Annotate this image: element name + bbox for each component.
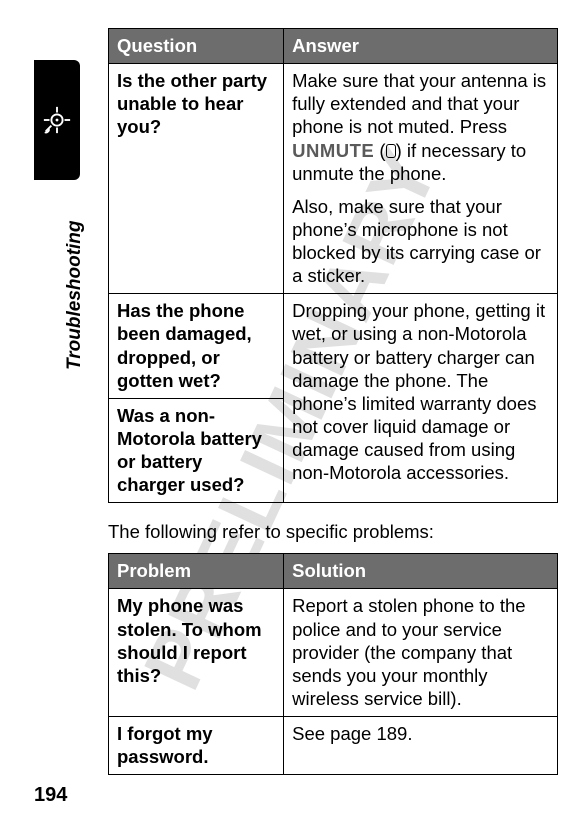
problem-cell: My phone was stolen. To whom should I re… bbox=[109, 589, 284, 717]
troubleshoot-icon bbox=[42, 105, 72, 135]
left-rail: Troubleshooting bbox=[34, 60, 80, 760]
solution-cell: See page 189. bbox=[284, 717, 558, 775]
answer-text: Also, make sure that your phone’s microp… bbox=[292, 196, 541, 286]
answer-cell: Make sure that your antenna is fully ext… bbox=[284, 64, 558, 294]
intro-paragraph: The following refer to specific problems… bbox=[108, 521, 558, 543]
section-side-label: Troubleshooting bbox=[64, 220, 86, 370]
question-cell: Is the other party unable to hear you? bbox=[109, 64, 284, 294]
table-header-row: Problem Solution bbox=[109, 554, 558, 589]
question-cell: Has the phone been damaged, dropped, or … bbox=[109, 294, 284, 399]
answer-cell: Dropping your phone, getting it wet, or … bbox=[284, 294, 558, 503]
qa-table-2: Problem Solution My phone was stolen. To… bbox=[108, 553, 558, 775]
section-tab bbox=[34, 60, 80, 180]
page-content: Question Answer Is the other party unabl… bbox=[108, 28, 558, 775]
col-solution: Solution bbox=[284, 554, 558, 589]
answer-text: Make sure that your antenna is fully ext… bbox=[292, 70, 546, 137]
table-row: I forgot my password. See page 189. bbox=[109, 717, 558, 775]
spacer bbox=[292, 185, 549, 195]
table-header-row: Question Answer bbox=[109, 29, 558, 64]
col-problem: Problem bbox=[109, 554, 284, 589]
solution-cell: Report a stolen phone to the police and … bbox=[284, 589, 558, 717]
problem-cell: I forgot my password. bbox=[109, 717, 284, 775]
table-row: Is the other party unable to hear you? M… bbox=[109, 64, 558, 294]
unmute-label: UNMUTE bbox=[292, 140, 374, 161]
softkey-icon bbox=[386, 144, 396, 158]
table-row: My phone was stolen. To whom should I re… bbox=[109, 589, 558, 717]
question-cell: Was a non-Motorola battery or battery ch… bbox=[109, 398, 284, 503]
qa-table-1: Question Answer Is the other party unabl… bbox=[108, 28, 558, 503]
page-number: 194 bbox=[34, 784, 67, 807]
table-row: Has the phone been damaged, dropped, or … bbox=[109, 294, 558, 399]
col-question: Question bbox=[109, 29, 284, 64]
col-answer: Answer bbox=[284, 29, 558, 64]
